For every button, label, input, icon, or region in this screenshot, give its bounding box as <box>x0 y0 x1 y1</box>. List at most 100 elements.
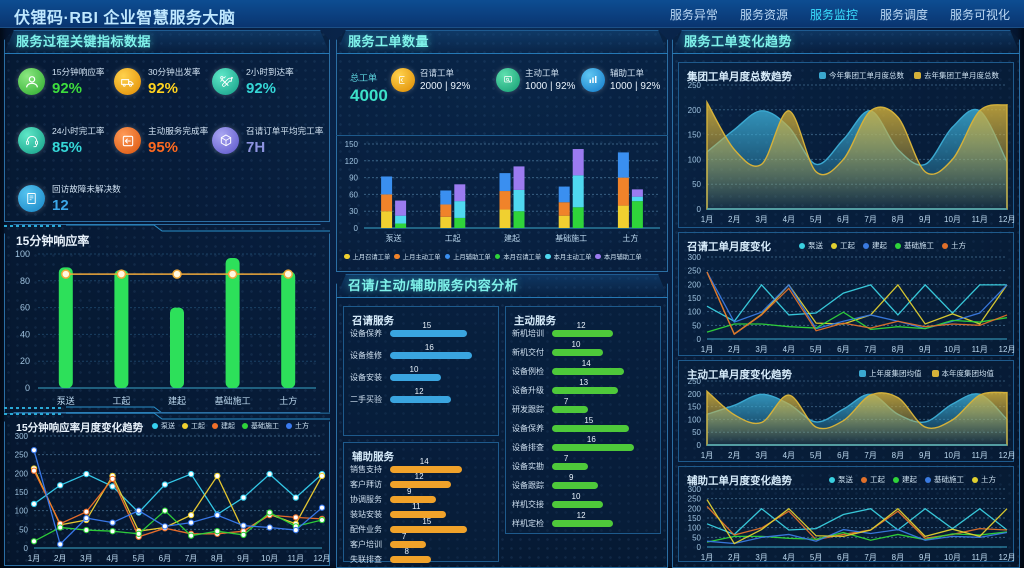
svg-text:7月: 7月 <box>864 553 876 562</box>
svg-text:12月: 12月 <box>999 553 1015 562</box>
svg-text:5月: 5月 <box>810 215 822 224</box>
svg-text:50: 50 <box>692 428 701 437</box>
svg-text:5月: 5月 <box>810 345 822 354</box>
svg-text:3月: 3月 <box>755 451 767 460</box>
svg-text:10月: 10月 <box>944 215 961 224</box>
svg-text:10月: 10月 <box>944 553 961 562</box>
svg-text:100: 100 <box>688 415 702 424</box>
svg-text:建起: 建起 <box>504 233 520 243</box>
svg-text:0: 0 <box>697 543 702 552</box>
svg-text:8月: 8月 <box>892 553 904 562</box>
svg-text:11月: 11月 <box>972 215 988 224</box>
svg-text:12月: 12月 <box>999 345 1015 354</box>
svg-text:3月: 3月 <box>755 345 767 354</box>
svg-text:0: 0 <box>24 544 29 553</box>
svg-text:9月: 9月 <box>919 451 931 460</box>
svg-text:12月: 12月 <box>314 554 330 563</box>
svg-text:20: 20 <box>20 356 30 366</box>
svg-text:1月: 1月 <box>701 345 713 354</box>
svg-text:60: 60 <box>20 303 30 313</box>
svg-text:250: 250 <box>688 495 702 504</box>
svg-text:50: 50 <box>692 321 701 330</box>
svg-text:7月: 7月 <box>864 215 876 224</box>
svg-text:250: 250 <box>688 81 702 90</box>
svg-text:工起: 工起 <box>445 234 461 243</box>
svg-text:6月: 6月 <box>159 554 171 563</box>
svg-text:7月: 7月 <box>185 554 197 563</box>
svg-text:11月: 11月 <box>972 451 988 460</box>
svg-text:150: 150 <box>688 403 702 412</box>
svg-text:10月: 10月 <box>944 451 961 460</box>
svg-text:150: 150 <box>15 488 29 497</box>
svg-text:6月: 6月 <box>837 451 849 460</box>
svg-text:8月: 8月 <box>211 554 223 563</box>
svg-text:0: 0 <box>697 441 702 450</box>
svg-text:150: 150 <box>345 140 359 149</box>
svg-text:8月: 8月 <box>892 215 904 224</box>
svg-text:150: 150 <box>688 131 702 140</box>
svg-text:5月: 5月 <box>810 553 822 562</box>
svg-text:200: 200 <box>688 504 702 513</box>
svg-text:2月: 2月 <box>728 215 740 224</box>
svg-text:300: 300 <box>688 485 702 494</box>
svg-text:50: 50 <box>692 533 701 542</box>
svg-text:10月: 10月 <box>944 345 961 354</box>
svg-text:100: 100 <box>15 249 30 259</box>
svg-text:7月: 7月 <box>864 345 876 354</box>
svg-text:2月: 2月 <box>728 451 740 460</box>
svg-text:50: 50 <box>19 525 28 534</box>
svg-text:8月: 8月 <box>892 345 904 354</box>
svg-text:2月: 2月 <box>728 345 740 354</box>
svg-text:0: 0 <box>25 383 30 393</box>
svg-text:40: 40 <box>20 329 30 339</box>
svg-text:11月: 11月 <box>972 553 988 562</box>
svg-text:100: 100 <box>688 155 702 164</box>
svg-text:4月: 4月 <box>783 451 795 460</box>
svg-text:3月: 3月 <box>80 554 92 563</box>
svg-text:6月: 6月 <box>837 553 849 562</box>
svg-text:250: 250 <box>688 267 702 276</box>
svg-text:250: 250 <box>15 451 29 460</box>
svg-text:土方: 土方 <box>622 233 638 243</box>
svg-text:12月: 12月 <box>999 451 1015 460</box>
svg-text:基础施工: 基础施工 <box>215 395 251 406</box>
svg-text:泵送: 泵送 <box>386 233 402 243</box>
svg-text:12月: 12月 <box>999 215 1015 224</box>
svg-text:11月: 11月 <box>972 345 988 354</box>
svg-text:150: 150 <box>688 294 702 303</box>
svg-text:250: 250 <box>688 377 702 386</box>
svg-text:3月: 3月 <box>755 215 767 224</box>
svg-text:2月: 2月 <box>54 554 66 563</box>
svg-text:9月: 9月 <box>919 553 931 562</box>
svg-text:100: 100 <box>688 308 702 317</box>
svg-text:50: 50 <box>692 180 701 189</box>
svg-text:土方: 土方 <box>279 395 297 406</box>
svg-text:9月: 9月 <box>919 215 931 224</box>
svg-text:80: 80 <box>20 276 30 286</box>
svg-text:建起: 建起 <box>168 395 186 406</box>
svg-text:200: 200 <box>15 469 29 478</box>
svg-text:0: 0 <box>354 224 359 233</box>
svg-text:7月: 7月 <box>864 451 876 460</box>
svg-text:150: 150 <box>688 514 702 523</box>
svg-text:1月: 1月 <box>701 215 713 224</box>
svg-text:3月: 3月 <box>755 553 767 562</box>
svg-text:工起: 工起 <box>112 396 130 406</box>
svg-text:30: 30 <box>349 207 358 216</box>
svg-text:4月: 4月 <box>783 215 795 224</box>
svg-text:200: 200 <box>688 390 702 399</box>
svg-text:90: 90 <box>349 174 358 183</box>
svg-text:200: 200 <box>688 280 702 289</box>
svg-text:5月: 5月 <box>133 554 145 563</box>
svg-text:0: 0 <box>697 205 702 214</box>
svg-text:8月: 8月 <box>892 451 904 460</box>
svg-text:200: 200 <box>688 106 702 115</box>
svg-text:泵送: 泵送 <box>57 395 75 406</box>
svg-text:100: 100 <box>15 507 29 516</box>
svg-text:9月: 9月 <box>919 345 931 354</box>
svg-text:4月: 4月 <box>783 345 795 354</box>
svg-text:2月: 2月 <box>728 553 740 562</box>
svg-text:60: 60 <box>349 190 358 199</box>
svg-text:5月: 5月 <box>810 451 822 460</box>
svg-text:1月: 1月 <box>701 553 713 562</box>
